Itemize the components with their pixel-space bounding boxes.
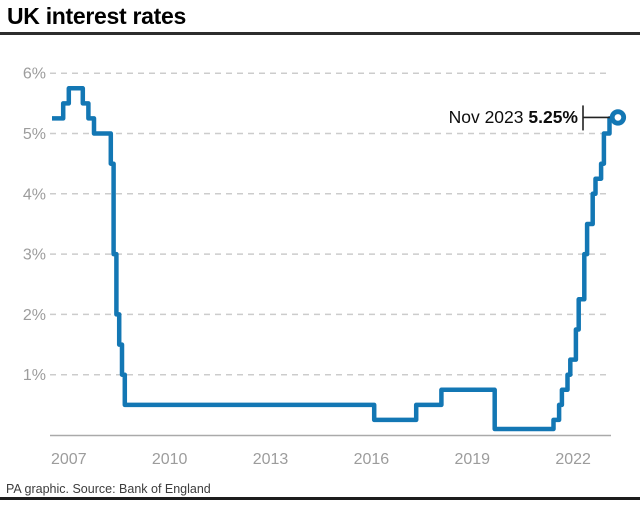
annotation-label: Nov 2023 5.25% [449, 107, 579, 127]
x-axis-label: 2010 [152, 451, 188, 468]
x-axis-label: 2013 [253, 451, 289, 468]
y-axis-label: 1% [23, 367, 46, 384]
x-axis-label: 2022 [555, 451, 591, 468]
x-axis-label: 2019 [454, 451, 490, 468]
rate-line [52, 86, 618, 432]
y-axis-label: 2% [23, 307, 46, 324]
footer-rule [0, 497, 640, 500]
title-rule [0, 32, 640, 35]
source-credit: PA graphic. Source: Bank of England [6, 482, 211, 496]
y-axis-label: 5% [23, 126, 46, 143]
x-axis-label: 2016 [354, 451, 390, 468]
y-axis-label: 4% [23, 186, 46, 203]
y-axis-label: 3% [23, 247, 46, 264]
x-axis-label: 2007 [51, 451, 87, 468]
latest-point-marker [609, 109, 627, 126]
chart-title: UK interest rates [7, 3, 186, 29]
y-axis-label: 6% [23, 66, 46, 83]
